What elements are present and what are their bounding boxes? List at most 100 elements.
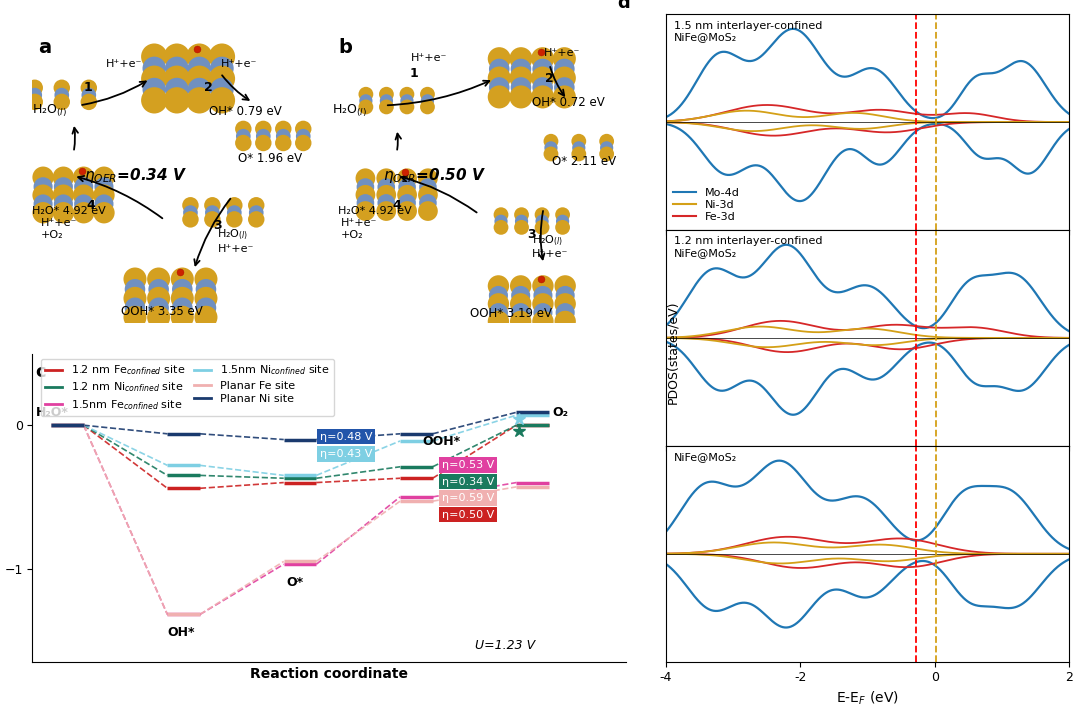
Circle shape [418,168,437,188]
Text: O* 1.96 eV: O* 1.96 eV [238,152,302,165]
Text: OOH*: OOH* [422,435,460,448]
Text: η=0.59 V: η=0.59 V [442,494,495,503]
Circle shape [195,279,216,300]
Circle shape [147,268,171,291]
Circle shape [488,310,509,332]
Circle shape [73,202,94,223]
Text: H₂O* 4.92 eV: H₂O* 4.92 eV [338,206,411,216]
Circle shape [172,298,192,318]
Circle shape [418,201,437,221]
Circle shape [543,146,558,161]
Circle shape [489,303,508,322]
Circle shape [147,287,171,310]
Text: H⁺+e⁻: H⁺+e⁻ [411,54,448,63]
Circle shape [171,287,193,310]
Text: H⁺+e⁻: H⁺+e⁻ [543,48,580,58]
Circle shape [532,77,553,98]
Text: H₂O$_{(l)}$
H⁺+e⁻: H₂O$_{(l)}$ H⁺+e⁻ [217,227,254,253]
Circle shape [488,293,509,315]
Circle shape [211,77,233,101]
Circle shape [494,207,509,222]
Text: H⁺+e⁻: H⁺+e⁻ [106,59,143,69]
Circle shape [94,177,113,196]
Circle shape [511,77,531,98]
Circle shape [255,120,271,137]
Circle shape [553,47,576,70]
Circle shape [235,129,251,144]
Circle shape [511,286,530,305]
Circle shape [255,134,271,151]
Circle shape [510,66,532,89]
Circle shape [510,85,532,108]
Circle shape [205,206,219,220]
Text: 1.5 nm interlayer-confined
NiFe@MoS₂: 1.5 nm interlayer-confined NiFe@MoS₂ [674,20,822,42]
Text: 1: 1 [410,67,419,80]
Circle shape [148,298,168,318]
Circle shape [164,87,190,113]
Circle shape [572,142,585,154]
Text: η=0.48 V: η=0.48 V [320,432,373,441]
Circle shape [93,202,114,223]
Circle shape [183,197,199,213]
Circle shape [495,215,508,228]
Circle shape [489,286,508,305]
Circle shape [554,275,576,296]
Text: OH* 0.72 eV: OH* 0.72 eV [531,96,605,109]
Circle shape [143,56,166,80]
Circle shape [419,178,436,196]
Circle shape [164,44,190,70]
Circle shape [360,94,373,108]
Circle shape [235,134,252,151]
Text: 1: 1 [84,81,93,94]
Circle shape [226,211,243,227]
Circle shape [171,306,193,329]
Circle shape [489,58,510,80]
Circle shape [208,65,235,92]
Text: PDOS(states/eV): PDOS(states/eV) [666,300,679,404]
Circle shape [147,306,171,329]
Circle shape [489,77,510,98]
Circle shape [226,197,243,213]
Circle shape [399,178,416,196]
Circle shape [33,177,53,196]
Circle shape [54,94,70,110]
Circle shape [256,129,271,144]
Circle shape [571,146,586,161]
Text: H⁺+e⁻
+O₂: H⁺+e⁻ +O₂ [41,218,78,239]
Circle shape [194,287,217,310]
Circle shape [32,202,54,223]
Circle shape [356,194,375,212]
Circle shape [81,88,96,103]
Circle shape [488,66,511,89]
Circle shape [532,58,553,80]
Circle shape [531,47,554,70]
Circle shape [510,310,531,332]
Circle shape [194,306,217,329]
Circle shape [534,286,553,305]
Circle shape [183,211,199,227]
Circle shape [355,185,375,205]
Circle shape [571,134,586,149]
Circle shape [248,197,265,213]
Circle shape [376,168,396,188]
Circle shape [359,99,374,114]
Text: H₂O$_{(l)}$: H₂O$_{(l)}$ [332,103,367,120]
Circle shape [295,134,311,151]
Circle shape [532,293,554,315]
Circle shape [355,168,375,188]
Circle shape [600,142,613,154]
Circle shape [532,310,554,332]
Circle shape [554,58,575,80]
Circle shape [172,279,192,300]
Circle shape [380,94,393,108]
Circle shape [275,134,292,151]
Text: H₂O$_{(l)}$
H⁺+e⁻: H₂O$_{(l)}$ H⁺+e⁻ [531,234,568,259]
Circle shape [397,168,417,188]
Legend: Mo-4d, Ni-3d, Fe-3d: Mo-4d, Ni-3d, Fe-3d [672,186,742,225]
Circle shape [165,77,189,101]
Circle shape [248,206,264,220]
Circle shape [93,167,114,188]
Circle shape [124,298,146,318]
Text: η=0.43 V: η=0.43 V [320,448,373,459]
Circle shape [275,129,291,144]
